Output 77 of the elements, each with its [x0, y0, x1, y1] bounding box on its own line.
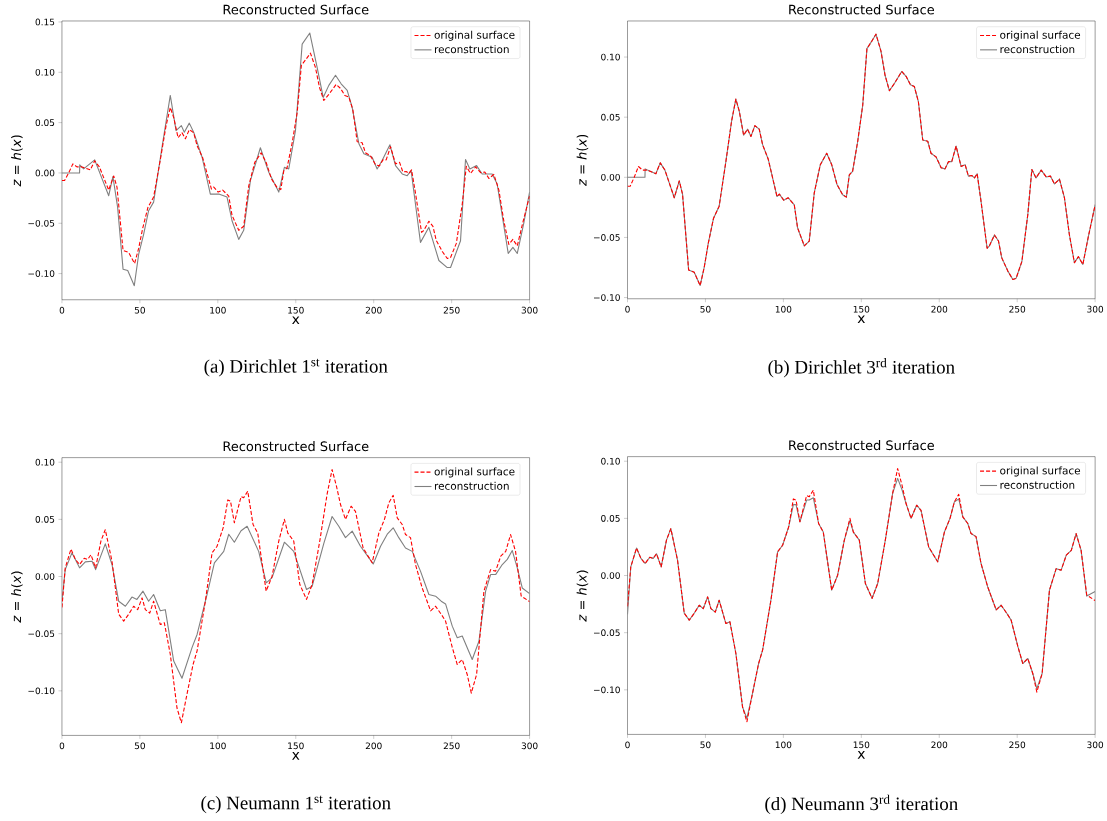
- y-tick-label: 0.05: [35, 119, 55, 126]
- text: (c) Neumann 1$^{st}$ iteration: [201, 795, 391, 814]
- x-tick-label: 300: [521, 306, 538, 314]
- legend-label: original surface: [434, 467, 515, 478]
- y-axis-title: z = h(x): [11, 135, 23, 187]
- text: (a) Dirichlet 1$^{st}$ iteration: [204, 358, 388, 377]
- x-axis-title: x: [292, 751, 300, 760]
- x-tick-label: 100: [210, 742, 226, 750]
- y-tick-label: 0.05: [601, 514, 620, 522]
- chart-title: Reconstructed Surface: [789, 4, 934, 15]
- legend-label: reconstruction: [434, 481, 509, 490]
- y-tick-label: 0.05: [35, 515, 55, 523]
- line-series: [61, 32, 530, 287]
- x-tick-label: 300: [521, 742, 538, 750]
- text: (b) Dirichlet 3$^{rd}$ iteration: [768, 357, 955, 378]
- x-tick-label: 250: [1009, 741, 1026, 749]
- x-tick-label: 300: [1087, 741, 1104, 749]
- y-tick-label: 0.00: [35, 169, 55, 177]
- legend-label: original surface: [1000, 30, 1081, 41]
- y-tick-label: 0.10: [35, 458, 55, 466]
- y-tick-label: 0.10: [601, 53, 620, 61]
- y-tick-label: −0.05: [28, 630, 55, 637]
- x-tick-label: 0: [59, 742, 65, 750]
- y-tick-label: −0.05: [28, 219, 55, 227]
- y-tick-label: 0.10: [601, 457, 620, 465]
- y-tick-label: −0.05: [593, 233, 620, 241]
- y-tick-label: 0.15: [35, 18, 55, 26]
- x-tick-label: 0: [625, 741, 630, 749]
- y-tick-label: −0.10: [28, 270, 55, 277]
- line-series: [61, 52, 530, 264]
- y-tick-label: −0.10: [593, 293, 620, 301]
- line-series: [61, 515, 530, 679]
- x-tick-label: 50: [700, 741, 711, 749]
- x-tick-label: 250: [443, 306, 460, 314]
- y-tick-label: −0.10: [28, 687, 55, 695]
- legend-label: reconstruction: [1000, 44, 1075, 54]
- x-tick-label: 150: [853, 741, 870, 749]
- chart-title: Reconstructed Surface: [789, 439, 934, 450]
- legend-label: reconstruction: [434, 44, 509, 54]
- x-tick-label: 100: [775, 305, 792, 313]
- x-axis-title: x: [857, 315, 865, 323]
- chart-title: Reconstructed Surface: [223, 440, 369, 451]
- x-axis-title: x: [857, 750, 865, 759]
- y-tick-label: 0.10: [35, 68, 55, 76]
- x-axis-title: x: [292, 316, 300, 324]
- x-tick-label: 300: [1087, 305, 1104, 313]
- x-tick-label: 200: [365, 306, 382, 314]
- x-tick-label: 50: [134, 306, 145, 314]
- y-tick-label: −0.05: [593, 629, 620, 636]
- x-tick-label: 100: [775, 741, 792, 749]
- y-tick-label: 0.05: [601, 113, 620, 121]
- y-axis-title: z = h(x): [576, 570, 589, 622]
- x-tick-label: 0: [625, 305, 630, 313]
- y-tick-label: 0.00: [601, 173, 620, 181]
- x-tick-label: 50: [700, 305, 711, 313]
- y-tick-label: 0.00: [35, 572, 55, 580]
- y-axis-title: z = h(x): [11, 571, 23, 623]
- x-tick-label: 150: [288, 306, 304, 314]
- chart-title: Reconstructed Surface: [223, 4, 369, 15]
- x-tick-label: 100: [210, 306, 226, 314]
- x-tick-label: 250: [443, 742, 460, 750]
- legend-label: original surface: [1000, 466, 1081, 477]
- x-tick-label: 200: [365, 742, 382, 750]
- y-tick-label: 0.00: [601, 571, 620, 579]
- x-tick-label: 150: [853, 305, 870, 313]
- x-tick-label: 200: [931, 741, 948, 749]
- legend-label: reconstruction: [1000, 480, 1075, 489]
- x-tick-label: 0: [59, 306, 65, 314]
- x-tick-label: 250: [1009, 305, 1026, 313]
- line-series: [61, 468, 530, 724]
- y-tick-label: −0.10: [593, 686, 620, 694]
- legend-label: original surface: [434, 30, 515, 41]
- y-axis-title: z = h(x): [576, 134, 589, 186]
- x-tick-label: 50: [134, 742, 145, 750]
- x-tick-label: 200: [931, 305, 948, 313]
- x-tick-label: 150: [288, 742, 304, 750]
- text: (d) Neumann 3$^{rd}$ iteration: [765, 794, 958, 814]
